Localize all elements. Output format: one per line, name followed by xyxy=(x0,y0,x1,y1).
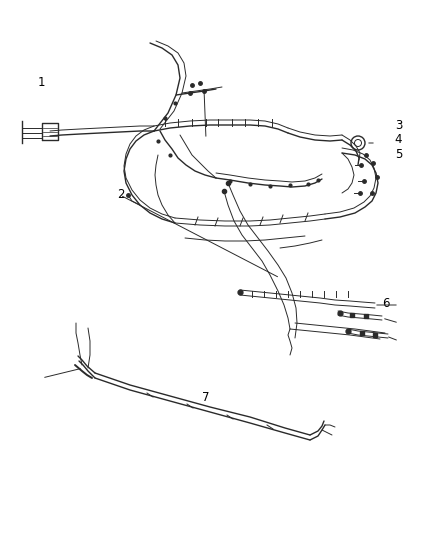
Text: 6: 6 xyxy=(381,297,389,310)
Text: 3: 3 xyxy=(395,119,402,132)
Text: 1: 1 xyxy=(38,76,46,89)
Text: 7: 7 xyxy=(202,391,210,403)
Text: 2: 2 xyxy=(117,188,124,201)
Text: 5: 5 xyxy=(395,148,402,161)
Text: 4: 4 xyxy=(395,133,403,146)
